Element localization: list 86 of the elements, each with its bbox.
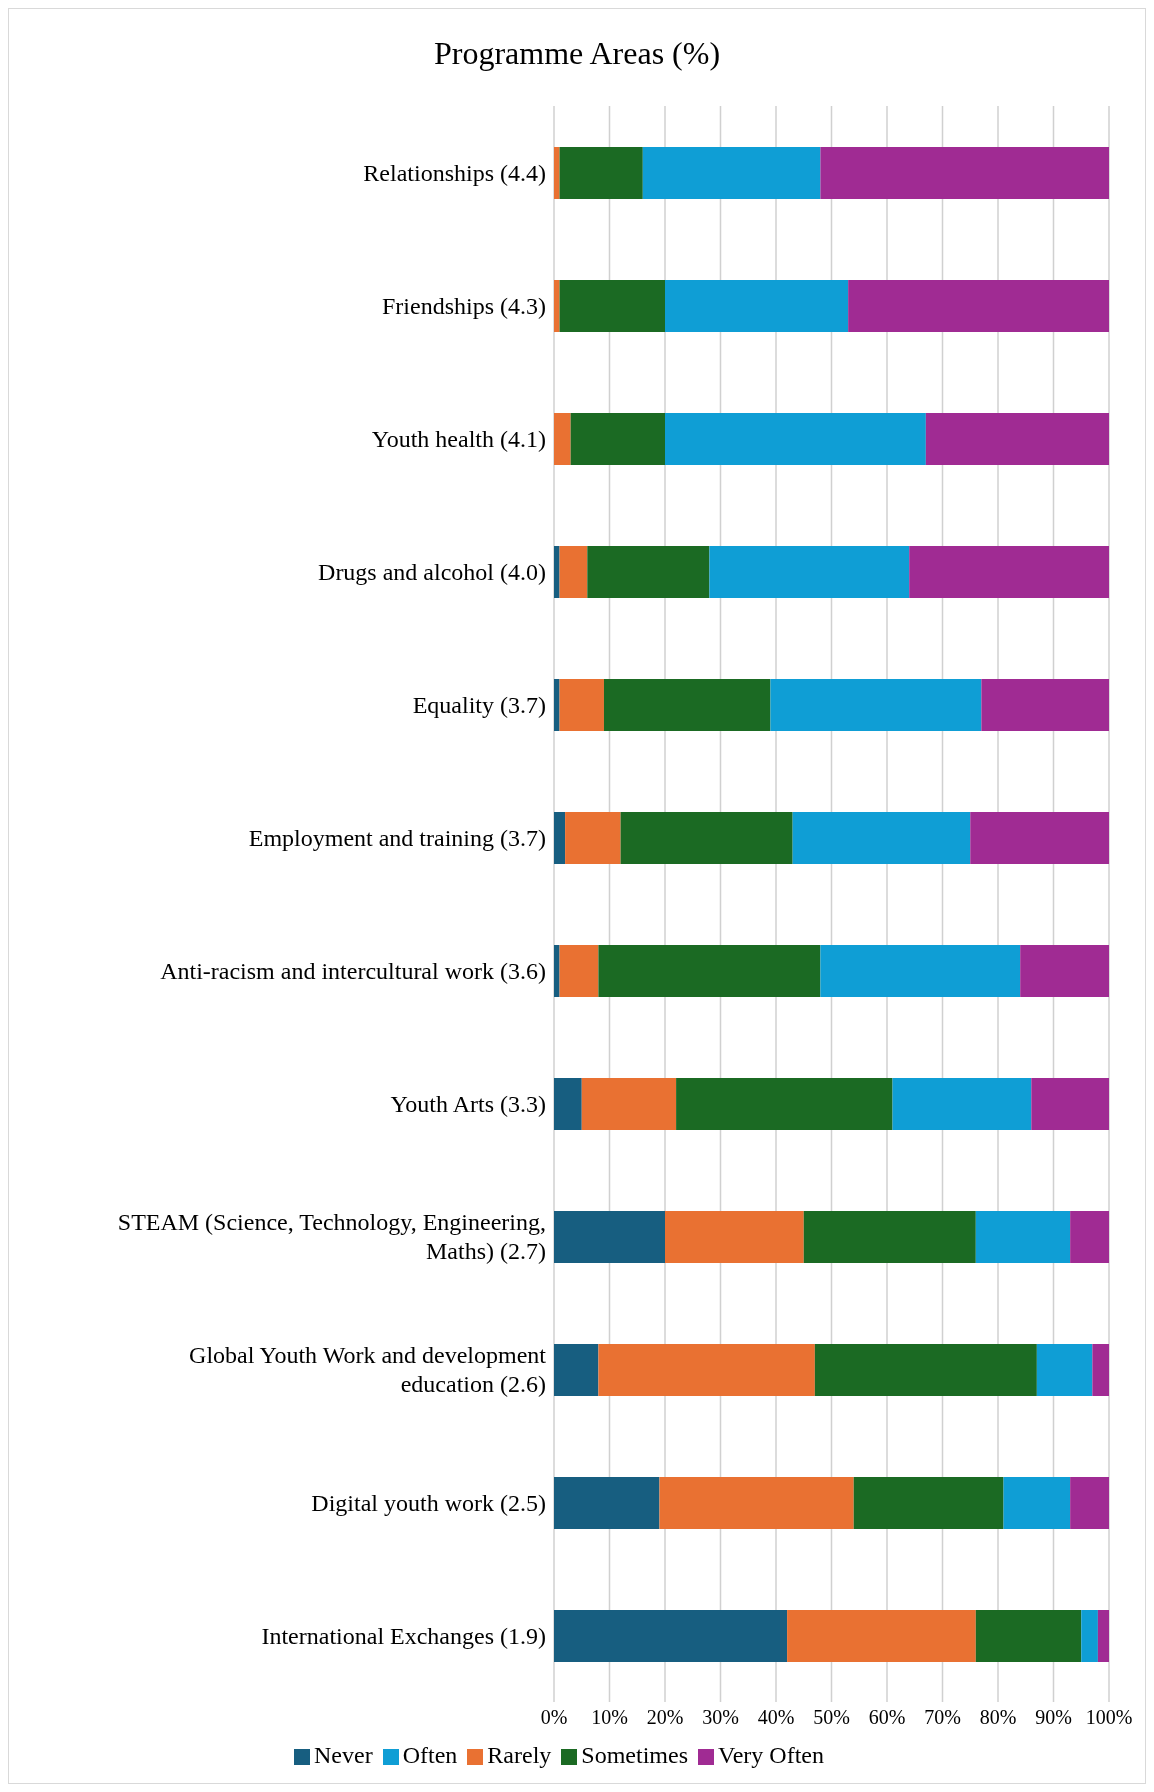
bar — [554, 280, 560, 332]
x-tick-label: 10% — [591, 1706, 628, 1729]
bar — [554, 1078, 582, 1130]
y-tick-label: International Exchanges (1.9) — [261, 1622, 546, 1649]
legend-label: Often — [402, 1742, 458, 1768]
x-tick-label: 70% — [924, 1706, 961, 1729]
y-tick-label: Employment and training (3.7) — [248, 824, 546, 851]
legend-label: Never — [314, 1742, 373, 1768]
legend-label: Sometimes — [581, 1742, 688, 1768]
bar — [554, 812, 566, 864]
bar — [787, 1610, 976, 1662]
y-tick-label: Friendships (4.3) — [382, 292, 546, 319]
chart-title: Programme Areas (%) — [432, 34, 722, 73]
y-tick-label: Anti-racism and intercultural work (3.6) — [160, 957, 546, 984]
x-tick-label: 40% — [757, 1706, 795, 1729]
bar — [975, 1610, 1082, 1662]
x-tick-label: 90% — [1035, 1706, 1072, 1729]
bar — [554, 1211, 665, 1263]
bar — [820, 945, 1021, 997]
bar — [570, 413, 665, 465]
bar — [554, 546, 560, 598]
bar — [642, 147, 821, 199]
bar — [1020, 945, 1109, 997]
bar — [554, 413, 571, 465]
bar — [925, 413, 1109, 465]
bar — [1070, 1211, 1109, 1263]
bar — [853, 1477, 1004, 1529]
legend-label: Rarely — [487, 1742, 552, 1768]
bar — [598, 945, 821, 997]
bar — [820, 147, 1109, 199]
y-tick-label: Equality (3.7) — [412, 691, 546, 718]
x-tick-label: 60% — [868, 1706, 906, 1729]
bar — [559, 679, 604, 731]
bar — [659, 1477, 854, 1529]
bar — [1092, 1344, 1109, 1396]
x-tick-label: 20% — [646, 1706, 684, 1729]
bar — [970, 812, 1109, 864]
bar — [909, 546, 1109, 598]
bar — [581, 1078, 677, 1130]
y-tick-label: Relationships (4.4) — [363, 159, 546, 186]
bar — [559, 147, 643, 199]
x-tick-label: 0% — [540, 1706, 568, 1729]
bar — [554, 1344, 599, 1396]
y-tick-label: Youth Arts (3.3) — [390, 1090, 546, 1117]
y-tick-label: STEAM (Science, Technology, Engineering, Maths) (2.7) — [117, 1209, 546, 1264]
x-tick-label: 100% — [1085, 1706, 1133, 1729]
bar — [598, 1344, 815, 1396]
bar — [587, 546, 710, 598]
bar — [803, 1211, 976, 1263]
bar — [1097, 1610, 1109, 1662]
bar — [892, 1078, 1032, 1130]
bar — [554, 679, 560, 731]
bar — [1036, 1344, 1093, 1396]
bar — [814, 1344, 1037, 1396]
bar — [975, 1211, 1071, 1263]
y-tick-label: Global Youth Work and development education (2.6) — [189, 1342, 547, 1397]
bar — [554, 147, 560, 199]
bar — [1031, 1078, 1109, 1130]
y-tick-label: Drugs and alcohol (4.0) — [318, 558, 546, 585]
bar — [559, 280, 665, 332]
bar — [565, 812, 621, 864]
y-tick-label: Youth health (4.1) — [371, 425, 546, 452]
x-tick-label: 80% — [979, 1706, 1017, 1729]
bar — [709, 546, 910, 598]
bar — [554, 945, 560, 997]
y-tick-label: Digital youth work (2.5) — [311, 1489, 546, 1516]
bar — [665, 1211, 804, 1263]
bar — [848, 280, 1109, 332]
bar — [554, 1610, 788, 1662]
bar — [1081, 1610, 1098, 1662]
bar — [620, 812, 793, 864]
bar — [792, 812, 971, 864]
bar — [554, 1477, 660, 1529]
bar — [603, 679, 771, 731]
bar — [981, 679, 1109, 731]
bar — [665, 280, 849, 332]
legend-label: Very Often — [717, 1742, 824, 1768]
bar — [665, 413, 926, 465]
bar — [676, 1078, 893, 1130]
bar — [770, 679, 982, 731]
bar — [1003, 1477, 1071, 1529]
bar — [559, 945, 599, 997]
x-tick-label: 50% — [813, 1706, 850, 1729]
bar — [559, 546, 588, 598]
x-tick-label: 30% — [702, 1706, 739, 1729]
bar — [1070, 1477, 1109, 1529]
